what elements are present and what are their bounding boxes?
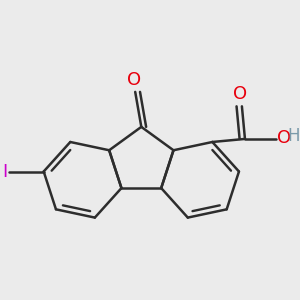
Text: O: O	[233, 85, 248, 103]
Text: O: O	[127, 71, 141, 89]
Text: I: I	[2, 163, 7, 181]
Text: O: O	[277, 129, 291, 147]
Text: H: H	[287, 127, 300, 145]
